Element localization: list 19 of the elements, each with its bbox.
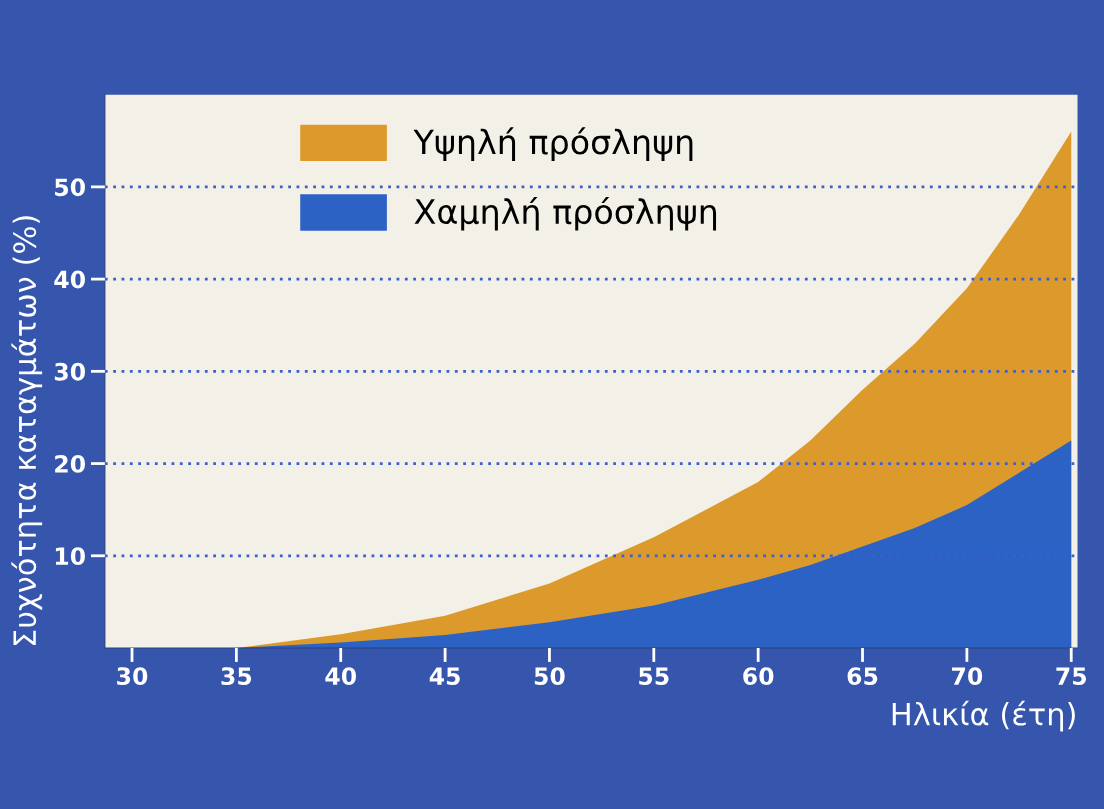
legend-label: Υψηλή πρόσληψη xyxy=(413,127,693,161)
x-tick-label: 60 xyxy=(743,667,774,686)
x-tick-label: 45 xyxy=(429,667,460,686)
x-tick-label: 75 xyxy=(1056,667,1087,686)
legend-label: Χαμηλή πρόσληψη xyxy=(414,196,717,231)
y-tick-label: 30 xyxy=(54,362,85,381)
y-tick-label: 50 xyxy=(55,178,85,197)
x-tick-label: 50 xyxy=(534,667,565,686)
y-tick-label: 20 xyxy=(55,455,85,473)
x-tick-label: 30 xyxy=(117,667,148,686)
y-tick-label: 40 xyxy=(54,270,85,289)
x-tick-label: 40 xyxy=(325,667,357,686)
y-tick-label: 10 xyxy=(55,547,85,566)
x-tick-label: 70 xyxy=(952,667,983,686)
x-tick-label: 35 xyxy=(221,667,252,686)
y-axis-title: Συχνότητα καταγμάτων (%) xyxy=(11,216,43,646)
x-axis-title: Ηλικία (έτη) xyxy=(892,700,1075,732)
x-tick-label: 65 xyxy=(847,667,878,686)
x-tick-label: 55 xyxy=(639,667,669,686)
